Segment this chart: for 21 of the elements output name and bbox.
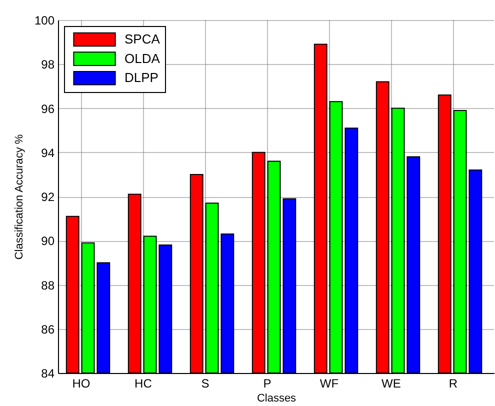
x-tick-label: HO xyxy=(72,376,90,390)
x-axis-title: Classes xyxy=(256,392,297,404)
x-tick-label: HC xyxy=(134,376,152,390)
x-tick-label: S xyxy=(201,376,210,390)
y-tick-label: 98 xyxy=(41,58,55,72)
x-tick-label: R xyxy=(448,376,458,390)
y-tick-label: 88 xyxy=(41,278,55,292)
legend-label: DLPP xyxy=(124,70,158,86)
y-tick-label: 94 xyxy=(41,146,55,160)
y-axis-title: Classification Accuracy % xyxy=(13,134,26,260)
y-tick-label: 96 xyxy=(41,102,55,116)
y-tick-label: 92 xyxy=(41,190,55,204)
legend-label: OLDA xyxy=(124,50,160,66)
x-tick-label: WE xyxy=(382,376,401,390)
y-tick-label: 100 xyxy=(34,14,55,28)
x-tick-label: WF xyxy=(320,376,339,390)
x-tick-label: P xyxy=(263,376,272,390)
legend-label: SPCA xyxy=(124,32,160,46)
y-tick-label: 84 xyxy=(41,366,55,380)
y-tick-label: 90 xyxy=(41,234,55,248)
y-tick-label: 86 xyxy=(41,322,55,336)
